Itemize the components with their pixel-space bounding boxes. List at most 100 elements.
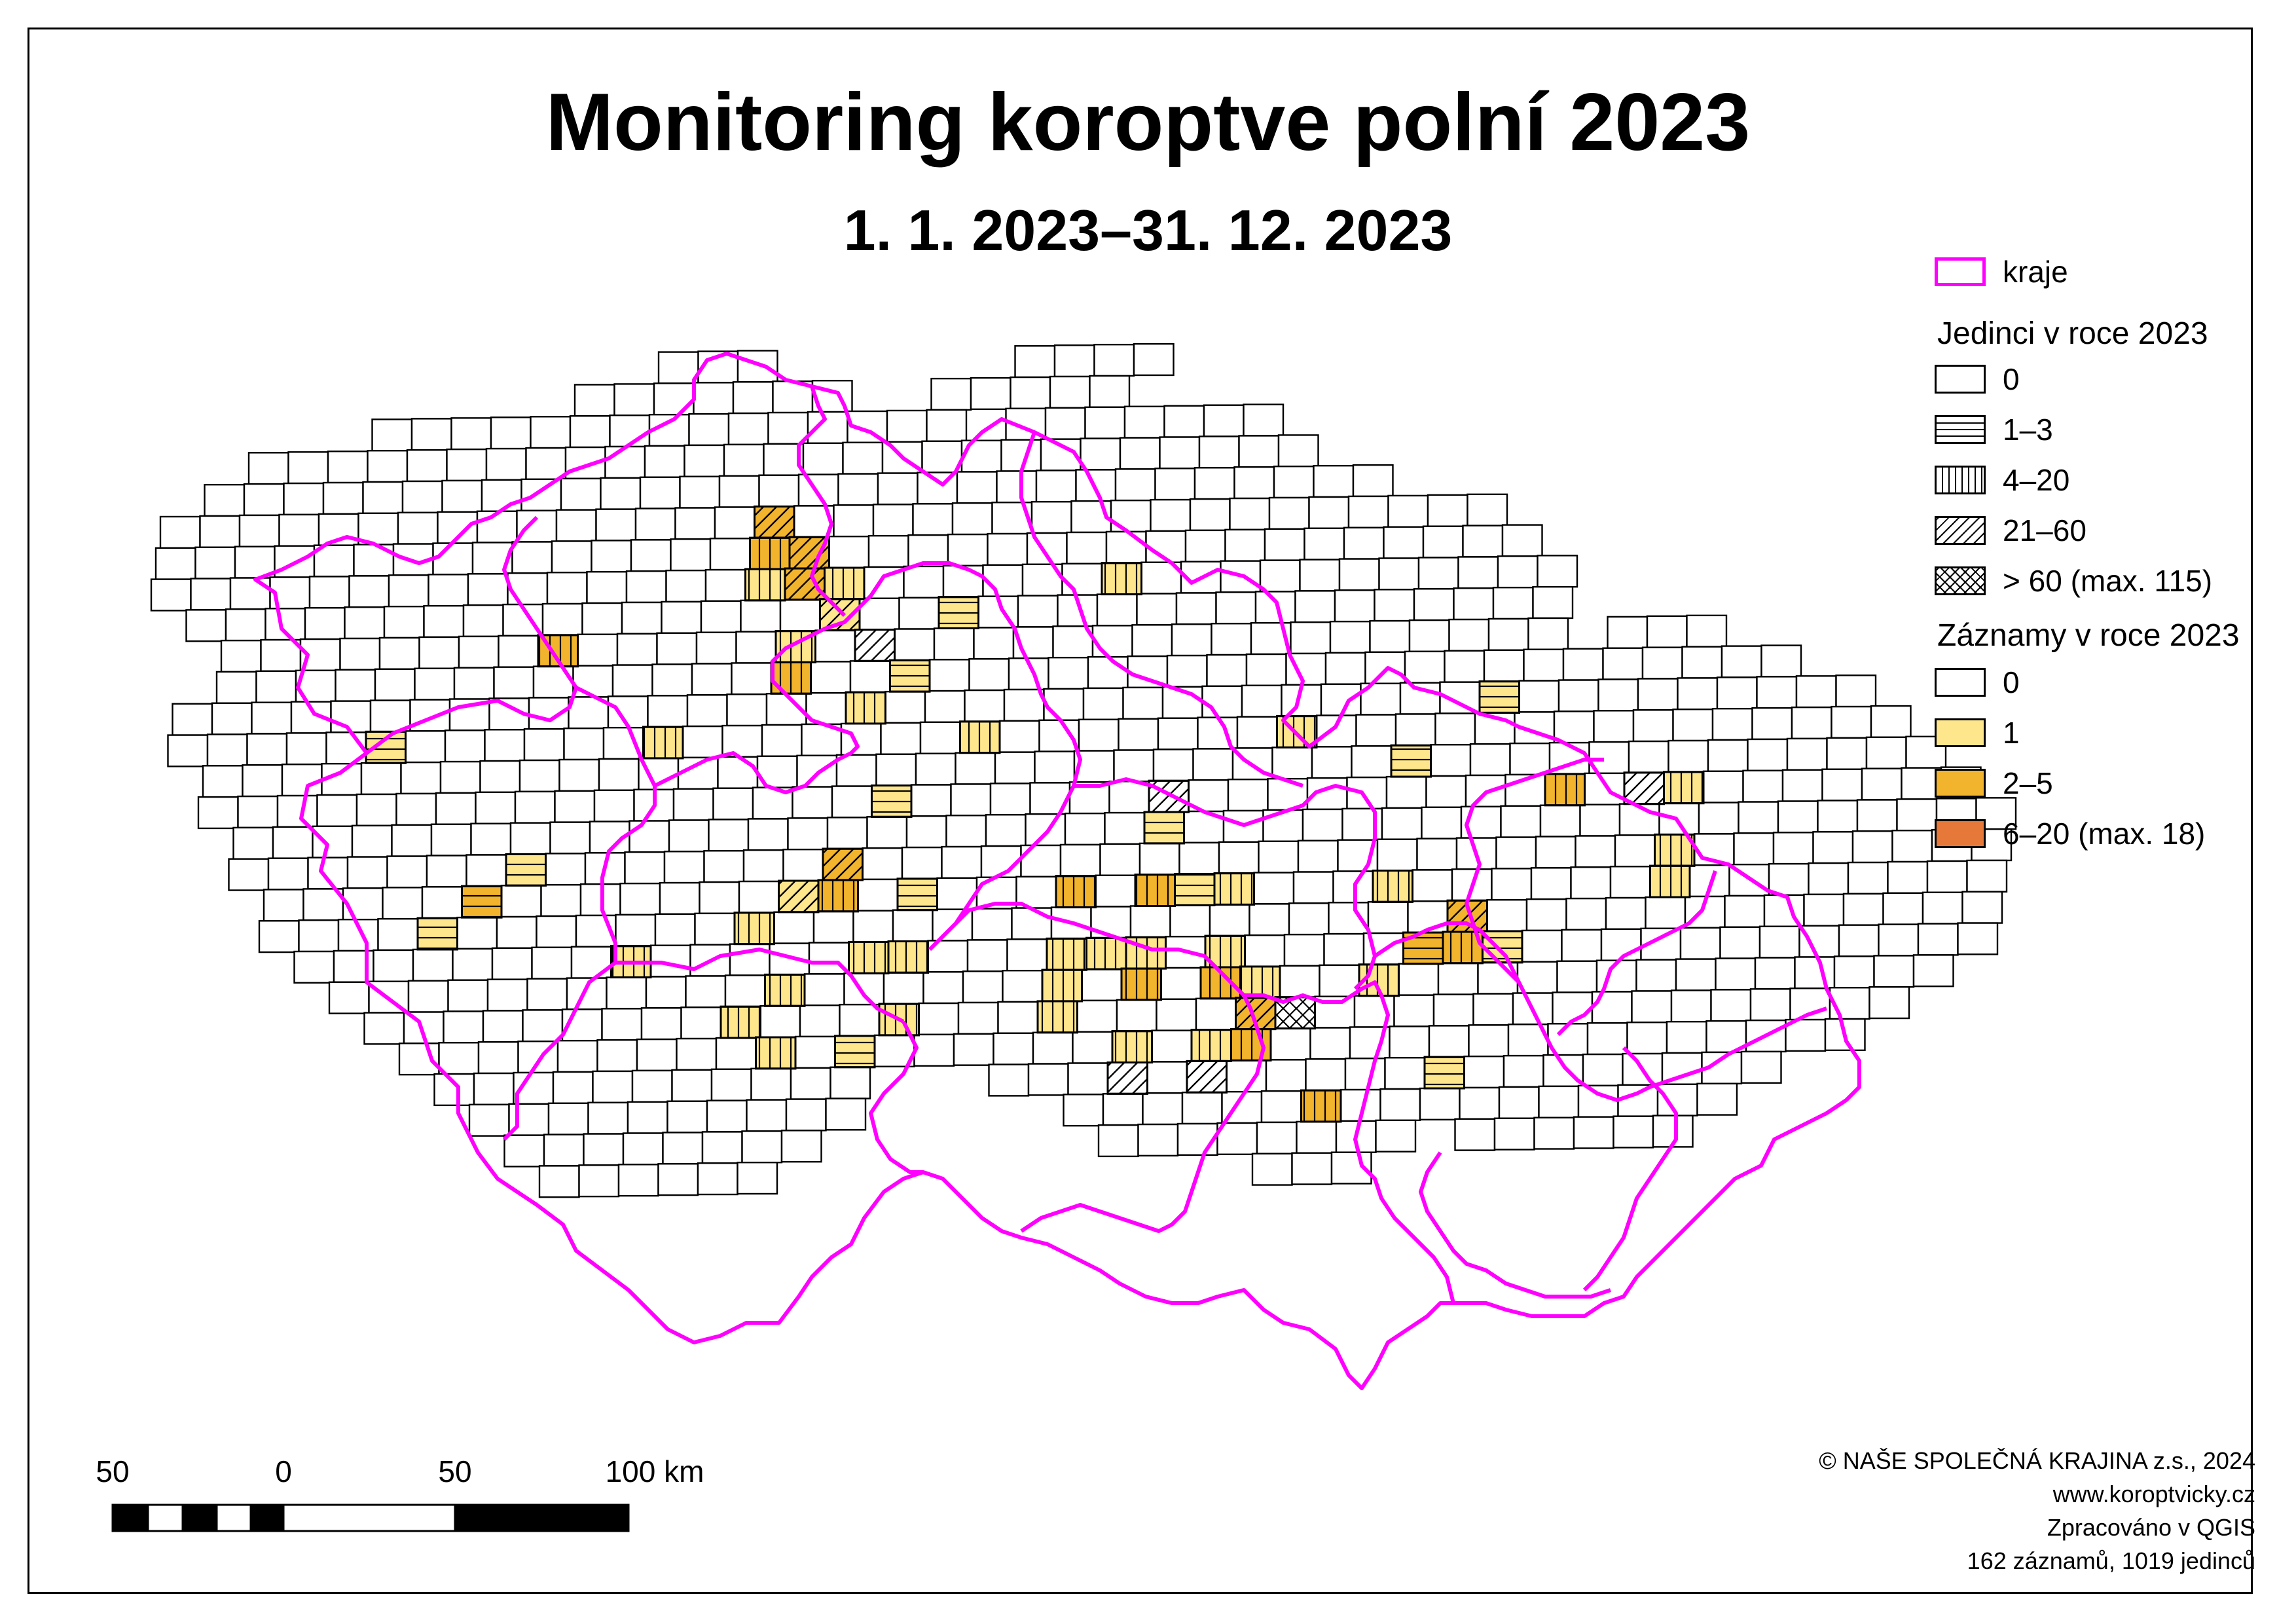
grid-cell [644, 445, 685, 478]
grid-cell [367, 450, 409, 483]
grid-cell [1493, 1117, 1535, 1151]
map-subtitle: 1. 1. 2023–31. 12. 2023 [843, 198, 1453, 263]
grid-cell [484, 729, 526, 762]
grid-cell [674, 507, 716, 540]
grid-cell [386, 855, 428, 889]
grid-cell [1122, 686, 1164, 720]
grid-cell [591, 540, 632, 573]
legend-item-records: 1 [1935, 716, 2020, 750]
grid-cell [232, 826, 274, 860]
grid-cell [1355, 714, 1397, 747]
grid-cell [1416, 838, 1458, 871]
grid-cell [1453, 587, 1495, 621]
grid-cell [785, 1098, 827, 1132]
grid-cell [862, 847, 903, 881]
grid-cell [1334, 589, 1376, 623]
grid-cell [1151, 1029, 1193, 1063]
grid-cell [401, 480, 443, 513]
individuals-hatch [1478, 680, 1520, 714]
grid-cell [1048, 656, 1089, 690]
grid-cell [1259, 559, 1301, 593]
grid-cell [1751, 707, 1793, 741]
map-frame [27, 28, 2253, 1594]
grid-cell [1417, 557, 1459, 590]
grid-cell [1926, 860, 1968, 893]
legend-item-records: 2–5 [1935, 766, 2053, 800]
individuals-hatch [461, 885, 503, 919]
grid-cell [767, 411, 809, 445]
individuals-hatch [755, 1036, 797, 1070]
legend-label: 0 [2003, 362, 2020, 396]
individuals-hatch [642, 726, 684, 760]
grid-cell [1175, 592, 1217, 625]
grid-cell [1677, 677, 1719, 710]
individuals-hatch [1623, 771, 1665, 805]
region-boundary [1374, 921, 1827, 1102]
grid-cell [1044, 407, 1086, 440]
grid-cell [1553, 710, 1595, 744]
grid-cell [1891, 830, 1933, 863]
credit-line: www.koroptvicky.cz [2052, 1481, 2255, 1507]
grid-cell [782, 849, 824, 882]
credit-line: © NAŠE SPOLEČNÁ KRAJINA z.s., 2024 [1819, 1447, 2255, 1474]
grid-cell [1329, 620, 1371, 654]
grid-cell [1957, 922, 1999, 955]
grid-cell [520, 478, 562, 511]
individuals-hatch [744, 568, 786, 602]
grid-cell [1195, 997, 1237, 1031]
grid-cell [1577, 1084, 1619, 1118]
legend-label: 6–20 (max. 18) [2003, 817, 2206, 851]
grid-cell [676, 1037, 718, 1071]
grid-cell [1533, 1116, 1575, 1150]
grid-cell [835, 754, 877, 787]
grid-cell [1332, 870, 1374, 904]
grid-cell [1192, 748, 1234, 781]
grid-cell [554, 790, 596, 823]
grid-cell [1178, 841, 1220, 875]
grid-cell [703, 850, 745, 883]
grid-cell [926, 409, 968, 442]
grid-cell [1641, 646, 1683, 680]
grid-cell [530, 416, 572, 449]
grid-cell [1360, 682, 1402, 716]
grid-cell [1061, 563, 1103, 596]
grid-cell [942, 564, 984, 598]
grid-cell [414, 667, 456, 701]
grid-cell [1253, 872, 1295, 905]
grid-cell [482, 1010, 524, 1043]
grid-cell [243, 483, 285, 517]
grid-cell [1393, 994, 1435, 1027]
grid-cell [622, 1132, 664, 1166]
region-boundary [1074, 777, 1377, 991]
individuals-hatch [720, 1005, 761, 1039]
grid-cell [1136, 593, 1178, 626]
grid-cell [1268, 496, 1310, 530]
grid-cell [1114, 468, 1156, 502]
grid-cell [1716, 676, 1758, 710]
grid-cell [467, 573, 509, 606]
grid-cell [438, 1042, 480, 1075]
grid-cell [742, 849, 784, 883]
grid-cell [640, 1007, 682, 1041]
grid-cell [1535, 836, 1576, 869]
grid-cell [1375, 1119, 1417, 1153]
legend-label: 21–60 [2003, 513, 2086, 547]
grid-cell [1808, 862, 1850, 896]
grid-cell [636, 1038, 678, 1072]
grid-cell [714, 506, 756, 540]
grid-cell [1218, 841, 1260, 874]
grid-cell [426, 855, 467, 888]
grid-cell [1303, 527, 1345, 561]
individuals-hatch [1046, 937, 1087, 971]
grid-cell [956, 471, 998, 504]
legend-swatch [1935, 365, 1986, 394]
grid-cell [799, 1004, 841, 1038]
grid-cell [435, 792, 477, 825]
individuals-hatch [959, 720, 1001, 754]
individuals-hatch [1036, 1000, 1078, 1034]
grid-cell [1798, 925, 1840, 958]
grid-cell [693, 382, 735, 415]
grid-cell [651, 663, 693, 697]
grid-cell [763, 443, 805, 476]
grid-cell [491, 947, 533, 980]
